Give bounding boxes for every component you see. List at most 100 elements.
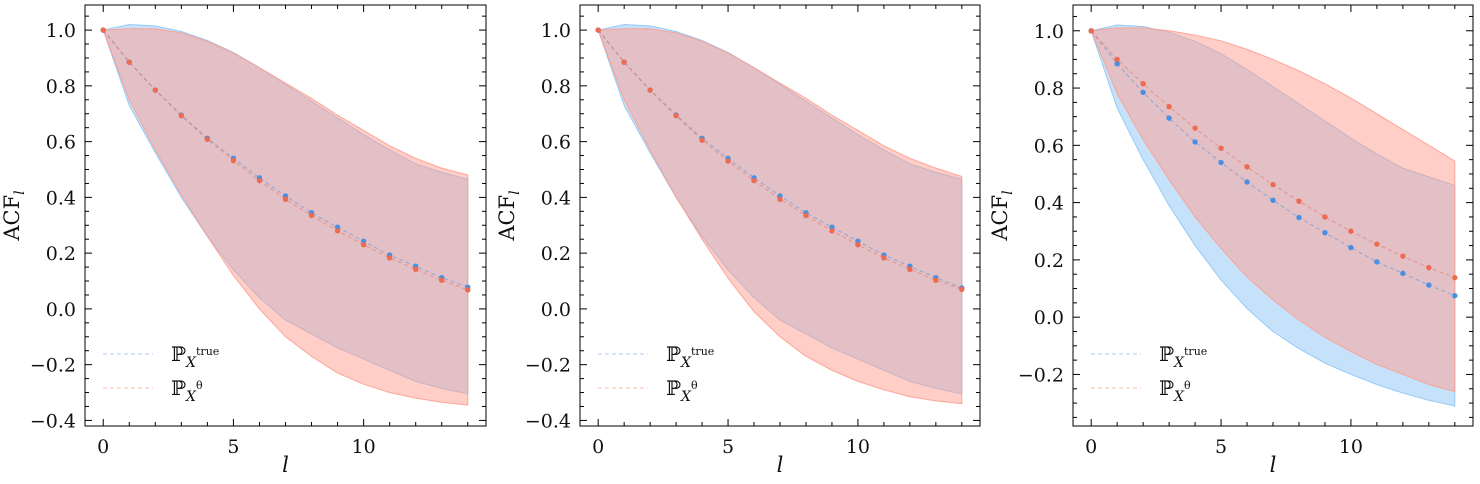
data-point-series-1-lag-5 <box>1218 145 1224 151</box>
y-tick-label: −0.2 <box>525 355 571 377</box>
data-point-series-1-lag-6 <box>751 177 757 184</box>
data-point-series-0-lag-2 <box>1140 89 1146 96</box>
series-line-1 <box>102 29 468 291</box>
data-point-series-1-lag-0 <box>1088 28 1094 34</box>
data-point-series-1-lag-3 <box>178 112 185 119</box>
data-point-series-1-lag-8 <box>803 212 809 219</box>
data-point-series-1-lag-4 <box>204 136 211 143</box>
x-tick-label: 0 <box>592 436 604 458</box>
data-point-series-0-lag-7 <box>1270 197 1276 204</box>
x-tick-label: 0 <box>97 436 109 458</box>
data-point-series-1-lag-2 <box>647 87 653 93</box>
data-point-series-1-lag-5 <box>230 157 237 164</box>
data-point-series-0-lag-3 <box>1166 115 1172 121</box>
x-axis-label: l <box>1270 453 1277 477</box>
data-point-series-1-lag-7 <box>1270 181 1276 188</box>
data-point-series-1-lag-1 <box>621 59 627 65</box>
x-tick-label: 5 <box>722 436 734 458</box>
y-tick-label: −0.2 <box>30 355 76 377</box>
x-tick-label: 5 <box>1215 436 1227 458</box>
data-point-series-0-lag-13 <box>1426 282 1432 288</box>
data-point-series-0-lag-8 <box>1296 214 1302 221</box>
y-tick-label: −0.4 <box>525 410 571 432</box>
data-point-series-0-lag-5 <box>1218 159 1224 166</box>
data-point-series-1-lag-9 <box>334 228 341 234</box>
confidence-band-series-1 <box>1090 27 1456 393</box>
data-point-series-0-lag-1 <box>1114 61 1120 67</box>
y-tick-label: −0.2 <box>1018 364 1064 386</box>
y-tick-label: 1.0 <box>1034 21 1064 43</box>
data-point-series-1-lag-12 <box>907 266 913 273</box>
data-point-series-1-lag-12 <box>412 266 419 273</box>
data-point-series-1-lag-2 <box>152 87 159 93</box>
data-point-series-1-lag-9 <box>1322 214 1328 220</box>
y-tick-label: 0.6 <box>541 132 571 154</box>
chart-panel-right: 0 5 10 −0.2 0.0 0.2 0.4 0.6 0.8 1.0 l ACFl ℙXtrue ℙXθ <box>988 4 1474 477</box>
data-point-series-0-lag-14 <box>1452 292 1458 299</box>
data-point-series-1-lag-0 <box>595 27 601 33</box>
y-tick-label: 0.8 <box>541 76 571 98</box>
data-point-series-0-lag-9 <box>1322 229 1328 236</box>
legend-label-series-1: ℙXθ <box>1159 376 1191 405</box>
series-line-0 <box>1090 30 1456 297</box>
y-tick-label: 1.0 <box>541 20 571 42</box>
data-point-series-1-lag-8 <box>308 212 315 219</box>
y-tick-label: 0.6 <box>46 132 76 154</box>
data-point-series-1-lag-6 <box>1244 164 1250 170</box>
legend-label-series-0: ℙXtrue <box>1159 342 1207 371</box>
data-point-series-1-lag-3 <box>673 112 679 119</box>
y-tick-label: 0.0 <box>46 299 76 321</box>
y-tick-label: −0.4 <box>30 410 76 432</box>
y-tick-label: 0.2 <box>46 243 76 265</box>
y-tick-label: 0.0 <box>1034 307 1064 329</box>
legend: ℙXtrue ℙXθ <box>598 342 714 405</box>
x-axis-label: l <box>777 453 784 477</box>
data-point-series-1-lag-2 <box>1140 81 1146 87</box>
data-point-series-1-lag-1 <box>126 59 132 65</box>
data-point-series-1-lag-4 <box>1192 125 1198 131</box>
y-tick-label: 0.2 <box>1034 250 1064 272</box>
data-point-series-1-lag-5 <box>725 158 731 164</box>
data-point-series-0-lag-12 <box>1400 270 1406 277</box>
data-point-series-1-lag-13 <box>439 277 445 283</box>
confidence-band-series-1 <box>597 28 963 405</box>
y-axis-label: ACFl <box>988 190 1016 241</box>
data-point-series-0-lag-6 <box>1244 179 1250 185</box>
data-point-series-1-lag-14 <box>1452 274 1458 281</box>
y-tick-label: 0.2 <box>541 243 571 265</box>
data-point-series-1-lag-6 <box>256 177 263 184</box>
series-line-1 <box>597 29 962 290</box>
legend-label-series-0: ℙXtrue <box>171 342 219 371</box>
chart-panel-left: 0 5 10 −0.4 −0.2 0.0 0.2 0.4 0.6 0.8 1.0 l ACFl ℙXtru… <box>0 4 487 477</box>
y-tick-label: 0.6 <box>1034 135 1064 157</box>
x-tick-label: 10 <box>1339 436 1363 458</box>
data-point-series-1-lag-14 <box>959 286 965 293</box>
data-point-series-1-lag-14 <box>465 287 471 293</box>
legend-label-series-0: ℙXtrue <box>666 342 714 371</box>
legend: ℙXtrue ℙXθ <box>1091 342 1207 405</box>
x-tick-label: 10 <box>846 436 870 458</box>
data-point-series-0-lag-4 <box>1192 139 1198 145</box>
data-point-series-1-lag-11 <box>1374 241 1380 247</box>
data-point-series-1-lag-12 <box>1400 253 1406 259</box>
x-tick-label: 5 <box>227 436 239 458</box>
data-point-series-1-lag-11 <box>386 255 393 261</box>
data-point-series-1-lag-13 <box>933 277 939 283</box>
confidence-band-series-1 <box>102 28 469 406</box>
data-point-series-1-lag-8 <box>1296 198 1302 204</box>
legend-label-series-1: ℙXθ <box>171 376 203 405</box>
data-point-series-1-lag-0 <box>100 27 106 33</box>
y-tick-label: 0.0 <box>541 299 571 321</box>
x-tick-label: 0 <box>1085 436 1097 458</box>
data-point-series-1-lag-10 <box>1348 228 1354 234</box>
data-point-series-1-lag-9 <box>829 228 835 234</box>
data-point-series-1-lag-4 <box>699 137 705 143</box>
x-axis-label: l <box>282 453 289 477</box>
data-point-series-1-lag-10 <box>360 242 367 248</box>
data-point-series-0-lag-11 <box>1374 259 1380 265</box>
data-point-series-1-lag-1 <box>1114 56 1120 63</box>
y-tick-label: 1.0 <box>46 20 76 42</box>
chart-panel-middle: 0 5 10 −0.4 −0.2 0.0 0.2 0.4 0.6 0.8 1.0 l ACFl ℙXtru… <box>495 4 981 477</box>
